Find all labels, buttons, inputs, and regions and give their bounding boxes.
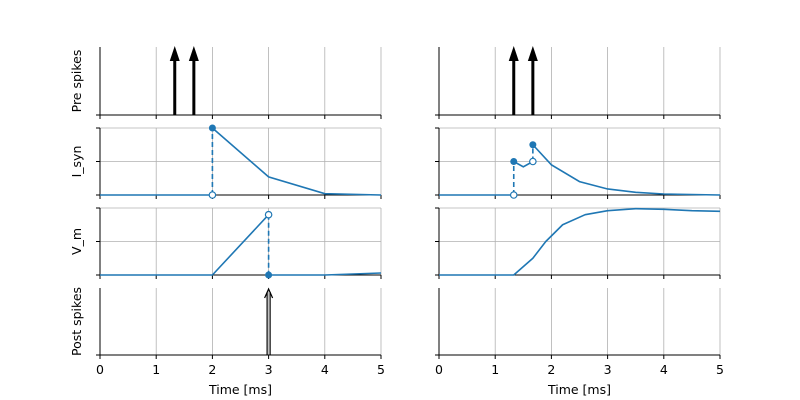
left-pre-spike-1-head <box>188 46 199 61</box>
left-isyn-line-1 <box>211 127 382 196</box>
row-label-3: Post spikes <box>69 287 84 356</box>
right-xtick-label-3: 3 <box>604 362 612 377</box>
right-xlabel: Time [ms] <box>547 382 611 397</box>
left-pre-spike-0-head <box>169 46 180 61</box>
right-isyn-filled-marker-0 <box>510 158 518 165</box>
right-xtick-label-1: 1 <box>491 362 499 377</box>
left-post-spike-0-head <box>264 287 274 299</box>
right-pre-spike-0-head <box>508 46 519 61</box>
right-xtick-label-5: 5 <box>716 362 724 377</box>
left-xtick-label-5: 5 <box>377 362 385 377</box>
right-xtick-label-4: 4 <box>660 362 668 377</box>
right-isyn-open-marker-1 <box>529 157 537 166</box>
left-isyn-open-marker-0 <box>208 191 217 199</box>
left-xtick-label-0: 0 <box>96 362 104 377</box>
row-label-2: V_m <box>69 228 84 255</box>
right-vm-line-0 <box>439 207 721 276</box>
left-xtick-label-2: 2 <box>208 362 216 377</box>
row-label-1: I_syn <box>69 146 84 178</box>
left-isyn-filled-marker-0 <box>208 124 216 132</box>
left-xlabel: Time [ms] <box>208 382 272 397</box>
right-isyn-open-marker-0 <box>509 191 518 199</box>
left-xtick-label-4: 4 <box>321 362 329 377</box>
left-vm-line-1 <box>268 272 382 276</box>
right-pre-spike-1-head <box>527 46 538 61</box>
left-vm-line-0 <box>100 214 270 276</box>
right-xtick-label-2: 2 <box>547 362 555 377</box>
row-label-0: Pre spikes <box>69 50 84 113</box>
left-vm-filled-marker-0 <box>265 271 273 279</box>
left-vm-open-marker-0 <box>264 210 273 219</box>
right-xtick-label-0: 0 <box>435 362 443 377</box>
right-isyn-line-2 <box>532 144 721 196</box>
left-xtick-label-3: 3 <box>265 362 273 377</box>
left-xtick-label-1: 1 <box>152 362 160 377</box>
right-isyn-filled-marker-1 <box>529 141 537 149</box>
